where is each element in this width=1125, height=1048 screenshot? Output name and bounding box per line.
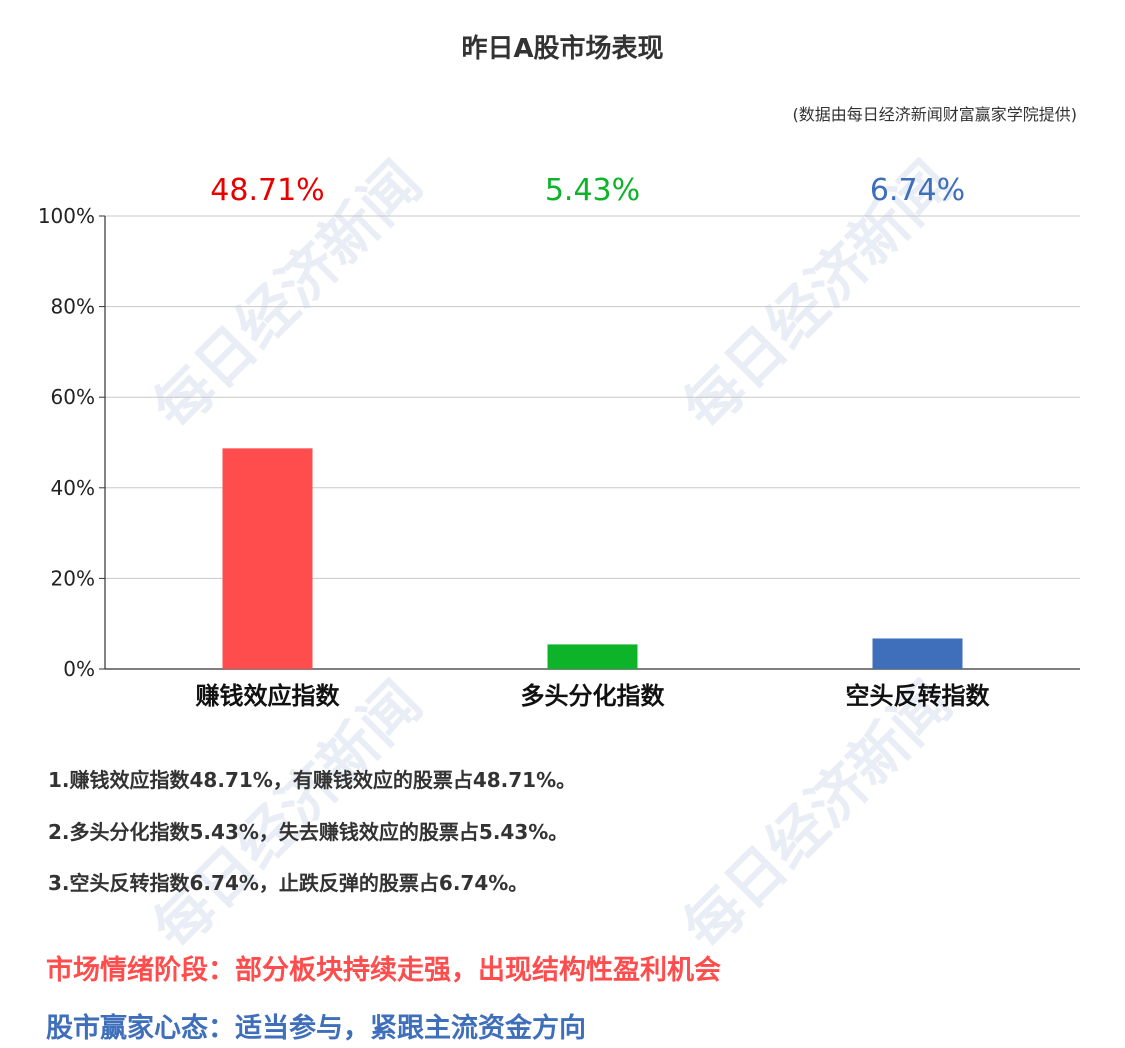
note-item: 1.赚钱效应指数48.71%，有赚钱效应的股票占48.71%。 bbox=[48, 768, 577, 792]
y-tick-label: 40% bbox=[51, 476, 95, 500]
bar bbox=[872, 638, 963, 669]
category-label: 多头分化指数 bbox=[521, 682, 666, 710]
data-source-note: (数据由每日经济新闻财富赢家学院提供) bbox=[792, 105, 1078, 124]
note-item: 2.多头分化指数5.43%，失去赚钱效应的股票占5.43%。 bbox=[48, 820, 569, 844]
chart-title: 昨日A股市场表现 bbox=[461, 34, 664, 64]
market-sentiment-stage: 市场情绪阶段：部分板块持续走强，出现结构性盈利机会 bbox=[46, 955, 721, 986]
y-tick-label: 0% bbox=[63, 657, 95, 681]
category-label: 赚钱效应指数 bbox=[196, 682, 341, 710]
y-tick-label: 100% bbox=[38, 204, 95, 228]
bar bbox=[547, 644, 638, 669]
bar bbox=[222, 448, 313, 669]
y-tick-label: 60% bbox=[51, 385, 95, 409]
bar-value-label: 6.74% bbox=[870, 173, 965, 208]
y-tick-label: 80% bbox=[51, 295, 95, 319]
bar-value-label: 48.71% bbox=[210, 173, 324, 208]
bar-chart: 0% 20% 40% 60% 80% 100% 48.71% 赚钱效应指数 5.43% 多头分化指… bbox=[38, 173, 1080, 710]
category-label: 空头反转指数 bbox=[846, 682, 991, 710]
note-item: 3.空头反转指数6.74%，止跌反弹的股票占6.74%。 bbox=[48, 871, 529, 895]
y-tick-label: 20% bbox=[51, 566, 95, 590]
bar-value-label: 5.43% bbox=[545, 173, 640, 208]
winner-mindset: 股市赢家心态：适当参与，紧跟主流资金方向 bbox=[46, 1013, 586, 1044]
